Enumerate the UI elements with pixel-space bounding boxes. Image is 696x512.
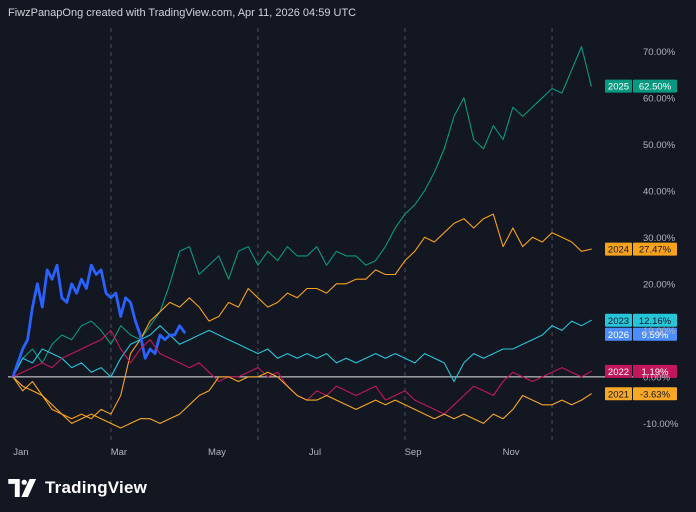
badge-name-text: 2022 xyxy=(608,367,629,378)
y-tick-label: 70.00% xyxy=(643,47,676,58)
x-tick-label: Sep xyxy=(405,447,422,458)
badge-value-box xyxy=(633,79,677,93)
badge-name-box xyxy=(605,79,632,93)
x-tick-label: Jul xyxy=(309,447,321,458)
chart-attribution: FiwzPanapOng created with TradingView.co… xyxy=(8,7,357,19)
brand-footer[interactable]: TradingView xyxy=(8,478,147,498)
series-line-2024 xyxy=(12,213,592,420)
badge-name-box xyxy=(605,242,632,256)
y-tick-label: 40.00% xyxy=(643,186,676,197)
badge-value-box xyxy=(633,327,677,341)
badge-name-box xyxy=(605,364,632,378)
series-line-2021 xyxy=(12,371,592,429)
x-tick-label: May xyxy=(208,447,226,458)
series-badge-2024: 2024 27.47% xyxy=(605,242,677,256)
series-layer xyxy=(11,46,592,429)
badge-value-text: 12.16% xyxy=(639,316,672,327)
badge-name-text: 2023 xyxy=(608,316,629,327)
x-axis: Jan Mar May Jul Sep Nov xyxy=(13,447,520,458)
grid-layer xyxy=(8,28,640,442)
y-tick-label: 20.00% xyxy=(643,279,676,290)
y-tick-label: 10.00% xyxy=(643,326,676,337)
y-tick-label: 30.00% xyxy=(643,233,676,244)
badge-value-text: 1.19% xyxy=(642,367,669,378)
badge-name-text: 2025 xyxy=(608,82,629,93)
x-tick-label: Nov xyxy=(503,447,520,458)
series-line-2025 xyxy=(12,46,592,378)
tradingview-logo-icon xyxy=(8,479,37,497)
series-line-2022 xyxy=(12,329,592,415)
series-badge-2023: 2023 12.16% xyxy=(605,313,677,327)
y-tick-label: -10.00% xyxy=(643,419,679,430)
y-tick-label: 60.00% xyxy=(643,93,676,104)
x-tick-label: Jan xyxy=(13,447,28,458)
badge-value-text: -3.63% xyxy=(640,389,671,400)
badge-name-box xyxy=(605,313,632,327)
badge-value-box xyxy=(633,387,677,401)
series-badge-2026: 2026 9.59% xyxy=(605,327,677,341)
brand-name: TradingView xyxy=(45,478,148,497)
badge-name-text: 2026 xyxy=(608,330,629,341)
badge-value-text: 9.59% xyxy=(642,330,669,341)
badge-value-box xyxy=(633,313,677,327)
badge-value-text: 27.47% xyxy=(639,245,672,256)
y-tick-label: 50.00% xyxy=(643,140,676,151)
badge-layer: 2025 62.50%2024 27.47%2023 12.16%2026 9.59%2… xyxy=(605,79,677,401)
series-line-2026 xyxy=(11,263,186,379)
badge-value-box xyxy=(633,364,677,378)
series-badge-2021: 2021 -3.63% xyxy=(605,387,677,401)
badge-name-text: 2021 xyxy=(608,389,629,400)
badge-name-box xyxy=(605,327,632,341)
y-axis: 70.00% 60.00% 50.00% 40.00% 30.00% 20.00% 10.0… xyxy=(643,47,679,430)
badge-value-box xyxy=(633,242,677,256)
badge-value-text: 62.50% xyxy=(639,82,672,93)
badge-name-box xyxy=(605,387,632,401)
series-line-2023 xyxy=(12,319,592,383)
series-badge-2022: 2022 1.19% xyxy=(605,364,677,378)
x-tick-label: Mar xyxy=(111,447,127,458)
series-badge-2025: 2025 62.50% xyxy=(605,79,677,93)
y-tick-label: 0.00% xyxy=(643,372,670,383)
badge-name-text: 2024 xyxy=(608,245,629,256)
